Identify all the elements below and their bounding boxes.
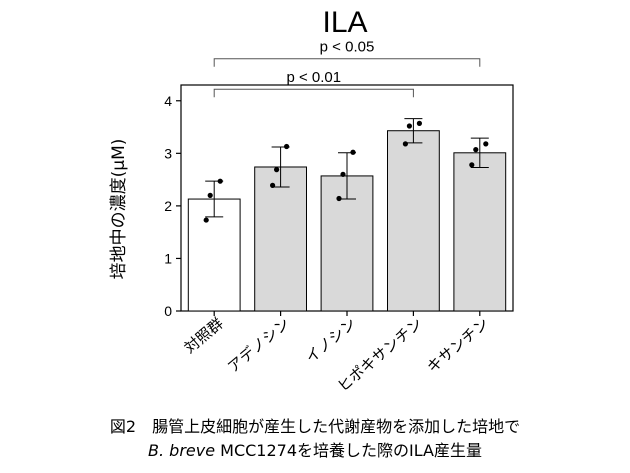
data-point: [402, 141, 408, 147]
caption-line-2: B. breve MCC1274を培養した際のILA産生量: [0, 437, 630, 461]
data-point: [217, 178, 223, 184]
data-point: [416, 120, 422, 126]
x-tick-label: 対照群: [181, 314, 227, 357]
chart-title: ILA: [322, 6, 367, 39]
data-point: [270, 182, 276, 188]
x-tick-label: アデノシン: [224, 314, 293, 376]
y-tick-label: 3: [164, 145, 172, 161]
data-point: [469, 162, 475, 168]
y-tick-label: 1: [164, 250, 172, 266]
bars: [187, 118, 507, 312]
data-point: [473, 147, 479, 153]
bar: [187, 198, 241, 312]
caption-line-2-rest: MCC1274を培養した際のILA産生量: [215, 441, 482, 460]
y-axis-label: 培地中の濃度(μM): [109, 139, 129, 280]
significance-label: p < 0.05: [320, 39, 375, 56]
data-point: [274, 167, 280, 173]
data-point: [340, 171, 346, 177]
significance-bracket: [213, 88, 414, 98]
significance-annotations: p < 0.01 p < 0.05: [213, 39, 481, 98]
y-tick-label: 4: [164, 93, 172, 109]
data-point: [350, 149, 356, 155]
x-tick-label: イノシン: [302, 314, 360, 366]
significance-bracket: [213, 58, 481, 67]
x-tick-label: キサンチン: [423, 314, 492, 376]
data-point: [284, 143, 290, 150]
data-point: [483, 141, 489, 147]
data-point: [336, 195, 342, 202]
bar: [453, 152, 507, 312]
caption-line-1: 図2 腸管上皮細胞が産生した代謝産物を添加した培地で: [109, 417, 521, 436]
caption-species: B. breve: [148, 441, 216, 460]
bar: [254, 166, 307, 312]
data-point: [207, 192, 213, 198]
data-point: [203, 217, 209, 223]
bar: [387, 130, 440, 312]
y-tick-label: 2: [164, 198, 172, 214]
y-tick-label: 0: [164, 303, 172, 319]
data-point: [406, 123, 412, 129]
significance-label: p < 0.01: [286, 69, 341, 86]
